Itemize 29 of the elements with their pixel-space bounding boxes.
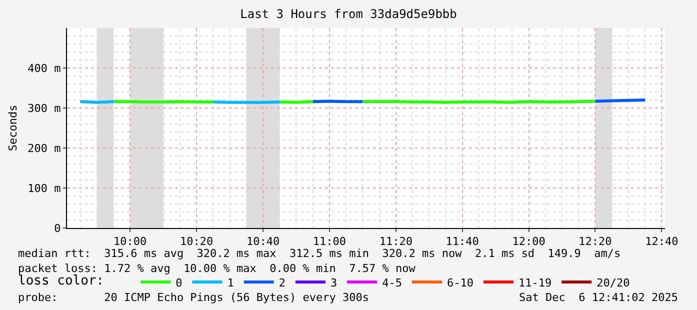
text: packet loss: 1.72 % avg 10.00 % max 0.00 % min 7.57 % now xyxy=(18,262,416,275)
legend-label: 2 xyxy=(278,276,286,290)
legend-label: 4-5 xyxy=(382,276,402,290)
x-tick-label: 12:20 xyxy=(578,235,612,248)
x-tick-label: 11:00 xyxy=(312,235,346,248)
legend-label: 3 xyxy=(330,276,338,290)
x-tick-label: 11:20 xyxy=(379,235,412,248)
y-tick-label: 300 m xyxy=(28,102,62,115)
x-tick-label: 10:40 xyxy=(246,235,280,248)
x-tick-label: 12:40 xyxy=(645,235,678,248)
y-tick-label: 200 m xyxy=(28,142,62,155)
legend-label: 11-19 xyxy=(518,276,552,290)
x-tick-label: 10:20 xyxy=(180,235,214,248)
x-tick-label: 10:00 xyxy=(114,235,147,248)
legend-title: loss color: xyxy=(18,273,128,288)
x-tick-label: 11:40 xyxy=(446,235,479,248)
text: probe: 20 ICMP Echo Pings (56 Bytes) every 300s xyxy=(18,291,369,304)
legend-label: 20/20 xyxy=(596,276,630,290)
legend-label: 0 xyxy=(176,276,182,290)
x-tick-label: 12:00 xyxy=(512,235,546,248)
legend-label: 6-10 xyxy=(446,276,474,290)
y-axis-title: Seconds xyxy=(6,104,20,152)
y-tick-label: 100 m xyxy=(28,182,62,195)
chart-title: Last 3 Hours from 33da9d5e9bbb xyxy=(240,7,457,22)
legend-label: 1 xyxy=(227,276,234,290)
y-tick-label: 0 xyxy=(54,222,61,235)
text: Sat Dec 6 12:41:02 2025 xyxy=(519,291,678,304)
y-tick-label: 400 m xyxy=(28,62,62,75)
text: median rtt: 315.6 ms avg 320.2 ms max 312.5 ms min 320.2 ms now 2.1 ms sd 149.9 am/s xyxy=(18,247,621,260)
